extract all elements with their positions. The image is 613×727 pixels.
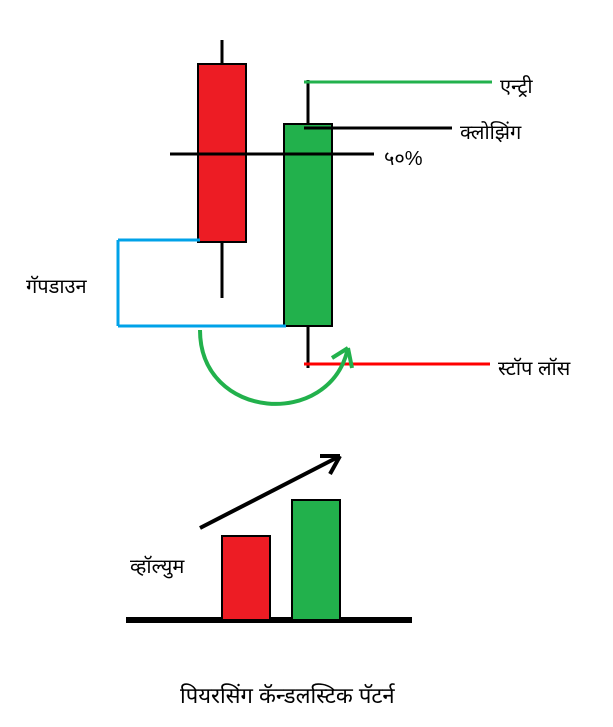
- diagram-title: पियरसिंग कॅन्डलस्टिक पॅटर्न: [180, 680, 395, 710]
- entry-label: एन्ट्री: [500, 72, 533, 99]
- volume-green-bar: [292, 500, 340, 620]
- closing-label: क्लोझिंग: [460, 118, 521, 145]
- gapdown-label: गॅपडाउन: [26, 272, 87, 299]
- fifty-percent-label: ५०%: [384, 144, 423, 171]
- reversal-arc: [200, 330, 348, 404]
- stoploss-label: स्टॉप लॉस: [498, 354, 570, 381]
- volume-label: व्हॉल्युम: [130, 552, 184, 579]
- volume-red-bar: [222, 536, 270, 620]
